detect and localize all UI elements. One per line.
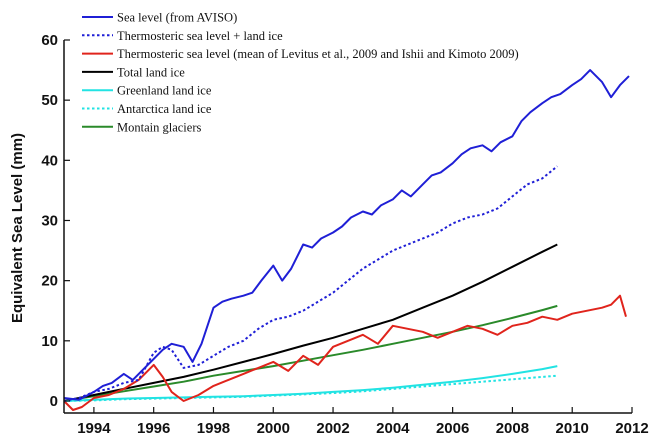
x-tick-label: 2004 <box>376 420 410 437</box>
x-tick-label: 2010 <box>556 420 589 437</box>
legend-label: Montain glaciers <box>117 120 201 134</box>
x-tick-label: 1998 <box>197 420 230 437</box>
x-tick-label: 2012 <box>615 420 648 437</box>
y-tick-label: 40 <box>41 152 58 169</box>
series-0-line <box>63 69 630 401</box>
legend-label: Thermosteric sea level (mean of Levitus … <box>117 47 519 61</box>
series-2-line <box>63 294 627 411</box>
series-4-line <box>63 365 558 402</box>
x-tick-label: 2006 <box>436 420 469 437</box>
y-tick-label: 60 <box>41 32 58 49</box>
series-6-line <box>63 304 558 402</box>
x-tick-label: 1994 <box>77 420 111 437</box>
x-tick-label: 1996 <box>137 420 170 437</box>
x-ticks: 1994 1996 1998 2000 2002 2004 2006 2008 2010 2012 <box>77 407 649 437</box>
y-tick-label: 50 <box>41 92 58 109</box>
legend-label: Sea level (from AVISO) <box>117 11 237 25</box>
x-tick-label: 2000 <box>257 420 290 437</box>
y-tick-label: 10 <box>41 333 58 350</box>
legend-label: Thermosteric sea level + land ice <box>117 29 283 43</box>
y-tick-label: 0 <box>50 393 58 410</box>
legend-label: Total land ice <box>117 65 185 79</box>
series-1-line <box>63 165 558 402</box>
legend-label: Greenland land ice <box>117 84 212 98</box>
axes <box>63 40 632 414</box>
y-axis-label: Equivalent Sea Level (mm) <box>9 133 26 323</box>
legend: Sea level (from AVISO) Thermosteric sea l… <box>82 11 519 134</box>
y-tick-label: 20 <box>41 273 58 290</box>
y-tick-label: 30 <box>41 212 58 229</box>
x-tick-label: 2008 <box>496 420 529 437</box>
y-ticks: 0 10 20 30 40 50 60 <box>41 32 70 410</box>
legend-label: Antarctica land ice <box>117 102 212 116</box>
series-3-line <box>63 243 558 402</box>
x-tick-label: 2002 <box>316 420 349 437</box>
plot-lines <box>63 69 630 411</box>
